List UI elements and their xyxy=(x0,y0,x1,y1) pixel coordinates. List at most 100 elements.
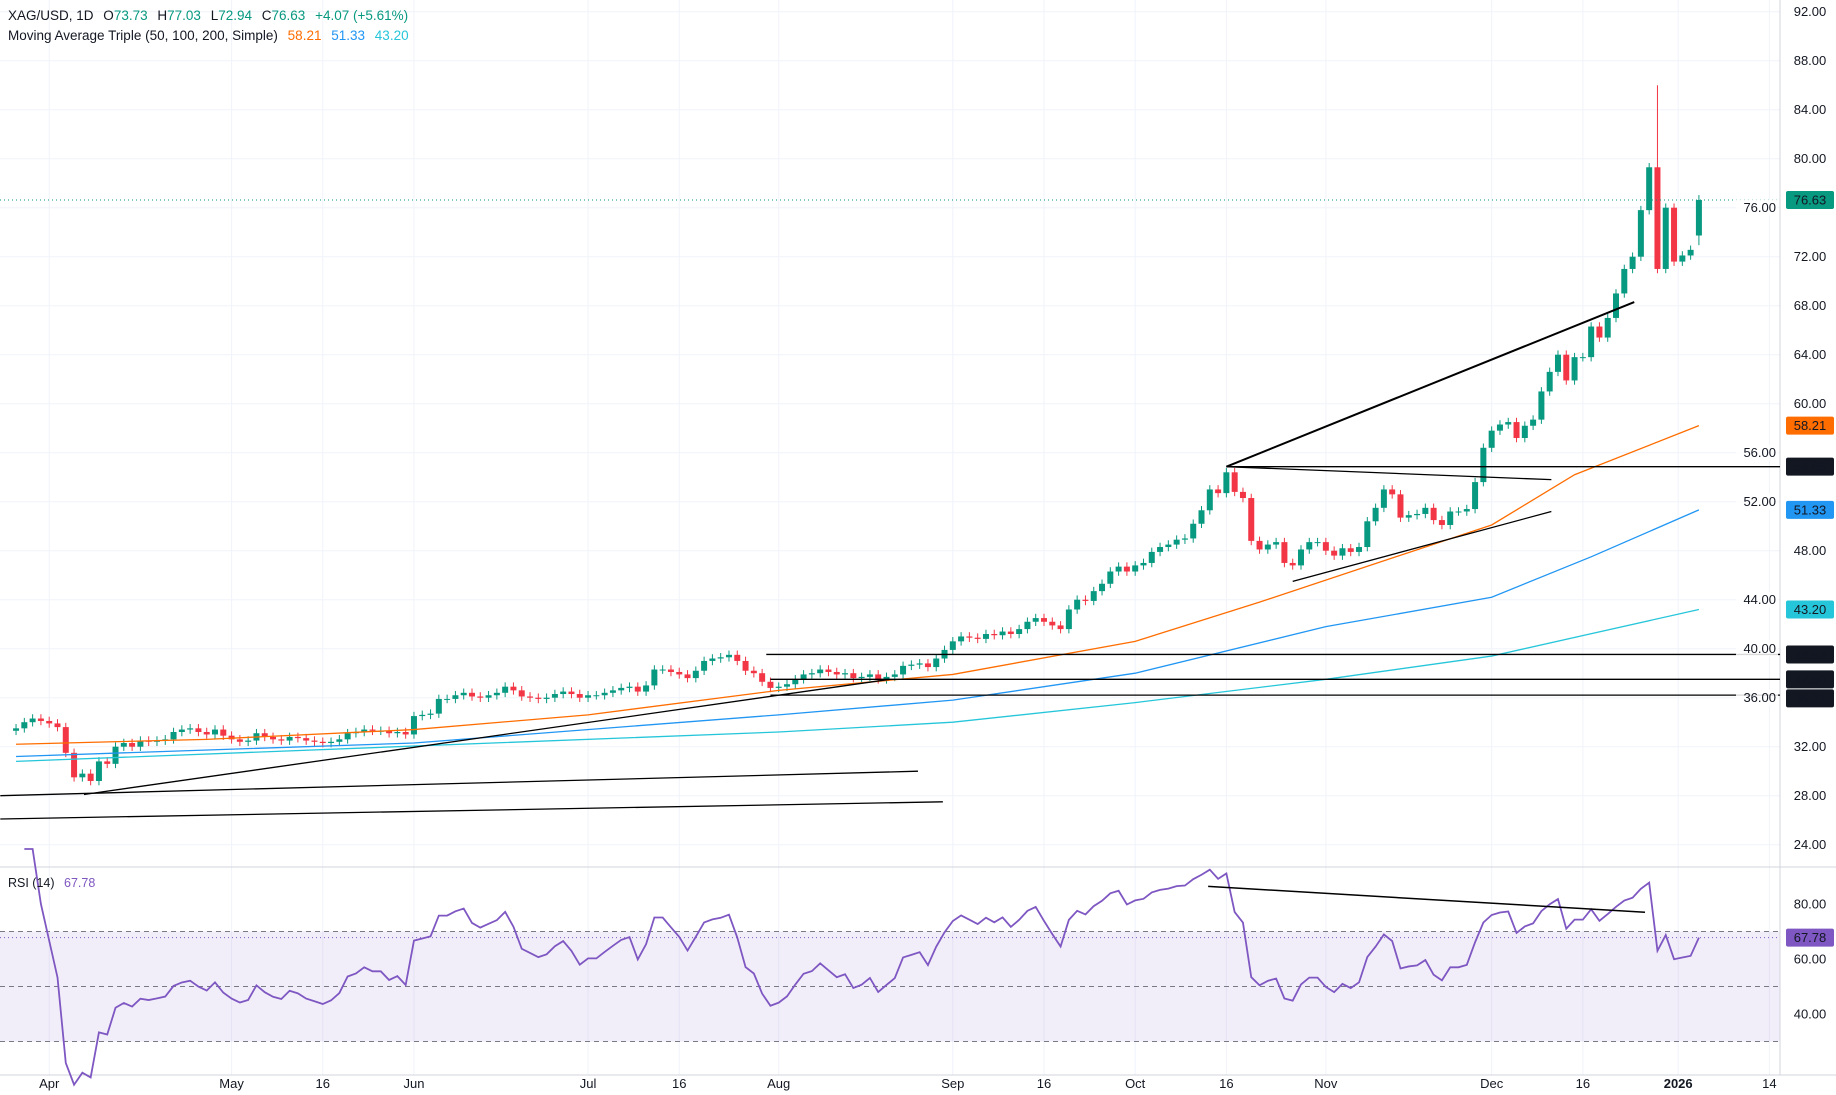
candle-body xyxy=(87,773,94,781)
candle-body xyxy=(1422,507,1429,514)
ma-title[interactable]: Moving Average Triple (50, 100, 200, Sim… xyxy=(8,28,278,43)
price-label-bg xyxy=(1786,190,1834,209)
ma100-value: 51.33 xyxy=(331,28,366,43)
candle-body xyxy=(958,636,965,642)
candle-body xyxy=(427,713,434,715)
time-tick-label: Oct xyxy=(1125,1076,1146,1091)
candle-body xyxy=(1488,430,1495,448)
time-tick-label: 16 xyxy=(316,1076,330,1091)
candle-body xyxy=(750,670,757,674)
price-tick-label: 48.00 xyxy=(1794,543,1827,558)
close-value: 76.63 xyxy=(271,8,306,23)
price-tick-label-bg xyxy=(1736,689,1778,706)
candle-body xyxy=(850,673,857,679)
price-label: 43.20 xyxy=(1794,602,1827,617)
candle-body xyxy=(1571,357,1578,381)
price-tick-label: 84.00 xyxy=(1794,102,1827,117)
candle-body xyxy=(1671,207,1678,262)
candle-body xyxy=(46,720,53,724)
price-tick-label: 56.00 xyxy=(1743,445,1776,460)
candle-body xyxy=(1496,424,1503,431)
trendline[interactable] xyxy=(0,801,943,820)
candle-body xyxy=(543,697,550,699)
candle-body xyxy=(1165,544,1172,548)
trendline[interactable] xyxy=(0,770,919,797)
trendline[interactable] xyxy=(83,678,890,796)
candle-body xyxy=(1480,447,1487,483)
candle-body xyxy=(195,728,202,732)
candle-body xyxy=(1016,629,1023,634)
candle-body xyxy=(1463,509,1470,512)
candle-body xyxy=(1041,618,1047,622)
time-tick-label: 16 xyxy=(672,1076,686,1091)
ma-legend: Moving Average Triple (50, 100, 200, Sim… xyxy=(8,28,415,43)
candle-body xyxy=(1273,542,1280,545)
symbol-label[interactable]: XAG/USD, 1D xyxy=(8,8,94,23)
candle-body xyxy=(999,631,1006,636)
candle-body xyxy=(1430,507,1437,521)
candle-body xyxy=(21,722,28,729)
price-tick-label: 76.00 xyxy=(1743,200,1776,215)
candle-body xyxy=(129,743,136,747)
candle-body xyxy=(1239,491,1246,499)
candle-body xyxy=(1297,549,1304,566)
candle-body xyxy=(701,660,708,671)
level-label-bg xyxy=(1786,670,1834,689)
rsi-price-label: 67.78 xyxy=(1794,930,1827,945)
candle-body xyxy=(386,730,393,734)
candle-body xyxy=(900,665,907,675)
candle-body xyxy=(974,637,981,639)
candle-body xyxy=(435,698,442,714)
candle-body xyxy=(1231,472,1238,492)
candle-body xyxy=(1472,482,1479,510)
price-tick-label: 32.00 xyxy=(1794,739,1827,754)
candle-body xyxy=(1065,609,1072,630)
candle-body xyxy=(410,716,417,735)
candle-body xyxy=(1604,317,1611,338)
candle-body xyxy=(667,669,674,672)
candle-body xyxy=(1256,540,1263,550)
trendline[interactable] xyxy=(1226,301,1635,468)
candle-body xyxy=(551,694,558,698)
candle-body xyxy=(742,660,749,671)
candle-body xyxy=(576,694,583,698)
candle-body xyxy=(568,691,575,695)
candle-body xyxy=(1364,521,1371,548)
rsi-trendline[interactable] xyxy=(1208,885,1646,913)
candle-body xyxy=(187,728,194,730)
candle-body xyxy=(725,654,732,658)
candle-body xyxy=(361,729,368,732)
candle-body xyxy=(336,739,343,742)
candle-body xyxy=(1621,268,1628,294)
price-tick-label: 28.00 xyxy=(1794,788,1827,803)
rsi-title[interactable]: RSI (14) xyxy=(8,876,55,890)
candle-body xyxy=(1190,523,1197,539)
candle-body xyxy=(245,740,252,742)
price-tick-label: 72.00 xyxy=(1794,249,1827,264)
trendline[interactable] xyxy=(1292,510,1552,582)
candle-body xyxy=(1107,571,1114,584)
candle-body xyxy=(775,686,782,688)
candle-body xyxy=(866,674,873,677)
time-tick-label: 16 xyxy=(1576,1076,1590,1091)
candle-body xyxy=(601,692,608,696)
candle-body xyxy=(1173,539,1180,545)
candle-body xyxy=(1646,167,1653,211)
candle-body xyxy=(1331,550,1338,556)
low-value: 72.94 xyxy=(218,8,252,23)
rsi-tick-label: 60.00 xyxy=(1794,952,1827,967)
level-label: 39.53 xyxy=(1794,647,1827,662)
candle-body xyxy=(13,728,20,731)
time-tick-label: Dec xyxy=(1480,1076,1504,1091)
trendline[interactable] xyxy=(1226,466,1552,481)
rsi-value: 67.78 xyxy=(64,876,96,890)
candle-body xyxy=(477,696,484,698)
candle-body xyxy=(1579,357,1586,359)
candle-body xyxy=(1281,542,1288,563)
candle-body xyxy=(924,663,931,668)
candle-body xyxy=(651,669,658,686)
candle-body xyxy=(1405,515,1412,518)
candle-body xyxy=(1339,548,1346,556)
candle-body xyxy=(220,729,227,736)
